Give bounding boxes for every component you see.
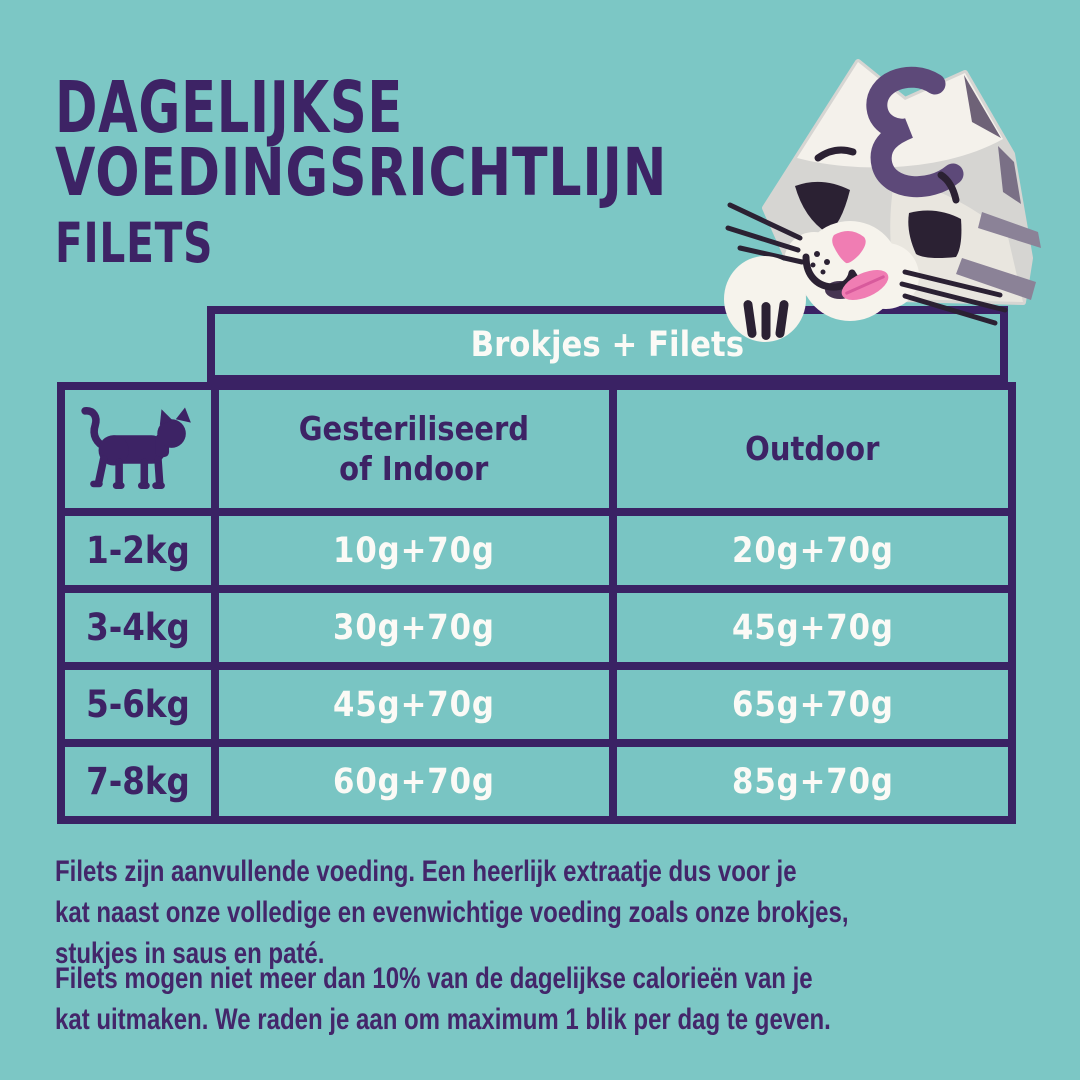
cat-stripe bbox=[998, 146, 1021, 204]
table-header-row: Gesteriliseerd of Indoor Outdoor bbox=[57, 382, 1016, 516]
weight-label: 3-4kg bbox=[86, 606, 190, 649]
cat-silhouette-icon bbox=[81, 407, 191, 489]
indoor-header-line1: Gesteriliseerd bbox=[298, 409, 530, 448]
outdoor-value: 85g+70g bbox=[731, 761, 894, 802]
note1-line1: Filets zijn aanvullende voeding. Een hee… bbox=[55, 855, 797, 888]
table-row: 5-6kg 45g+70g 65g+70g bbox=[57, 662, 1016, 747]
table-group-header: Brokjes + Filets bbox=[207, 306, 1008, 383]
indoor-value: 30g+70g bbox=[333, 607, 495, 648]
cat-eye-left bbox=[795, 181, 850, 233]
outdoor-value: 20g+70g bbox=[731, 530, 894, 571]
cat-stripe bbox=[956, 258, 1036, 300]
feeding-guide-table: Gesteriliseerd of Indoor Outdoor 1-2kg 1… bbox=[57, 382, 1016, 824]
group-header-label: Brokjes + Filets bbox=[470, 324, 745, 365]
weight-label: 5-6kg bbox=[86, 683, 190, 726]
note-paragraph-2: Filets mogen niet meer dan 10% van de da… bbox=[55, 958, 831, 1040]
table-row: 3-4kg 30g+70g 45g+70g bbox=[57, 585, 1016, 670]
peeking-cat-illustration bbox=[724, 59, 1041, 342]
cat-stripe bbox=[978, 212, 1041, 248]
page-title-line2: VOEDINGSRICHTLIJN bbox=[55, 134, 668, 211]
outdoor-header-label: Outdoor bbox=[745, 429, 880, 468]
cat-paw bbox=[724, 256, 806, 342]
outdoor-value: 45g+70g bbox=[731, 607, 894, 648]
outdoor-value: 65g+70g bbox=[731, 684, 894, 725]
note-paragraph-1: Filets zijn aanvullende voeding. Een hee… bbox=[55, 851, 849, 974]
column-header-outdoor: Outdoor bbox=[609, 382, 1016, 516]
note2-line1: Filets mogen niet meer dan 10% van de da… bbox=[55, 962, 813, 995]
corner-cell bbox=[57, 382, 219, 516]
cat-eyebrow-right bbox=[937, 171, 960, 204]
note2-line2: kat uitmaken. We raden je aan om maximum… bbox=[55, 1003, 831, 1036]
note1-line2: kat naast onze volledige en evenwichtige… bbox=[55, 896, 849, 929]
indoor-value: 10g+70g bbox=[333, 530, 495, 571]
cat-ear-inner bbox=[964, 75, 1001, 138]
indoor-header-line2: of Indoor bbox=[339, 449, 489, 488]
indoor-value: 45g+70g bbox=[333, 684, 495, 725]
cat-freckles bbox=[810, 251, 830, 275]
cat-eyebrow-left bbox=[814, 146, 857, 162]
page-title-line1: DAGELIJKSE bbox=[55, 66, 404, 149]
note1-line3: stukjes in saus en paté. bbox=[55, 937, 325, 970]
cat-forehead-patch bbox=[797, 62, 1003, 168]
page-subtitle-filets: FILETS bbox=[55, 211, 214, 275]
table-row: 1-2kg 10g+70g 20g+70g bbox=[57, 508, 1016, 593]
column-header-indoor: Gesteriliseerd of Indoor bbox=[211, 382, 617, 516]
cat-eye-right bbox=[908, 210, 962, 258]
indoor-value: 60g+70g bbox=[333, 761, 495, 802]
weight-label: 7-8kg bbox=[86, 760, 190, 803]
cat-tongue bbox=[841, 270, 889, 300]
weight-label: 1-2kg bbox=[86, 529, 190, 572]
table-row: 7-8kg 60g+70g 85g+70g bbox=[57, 739, 1016, 824]
brand-swirl-icon bbox=[866, 66, 964, 198]
cat-whiskers bbox=[725, 202, 1008, 326]
cat-nose bbox=[832, 230, 866, 264]
